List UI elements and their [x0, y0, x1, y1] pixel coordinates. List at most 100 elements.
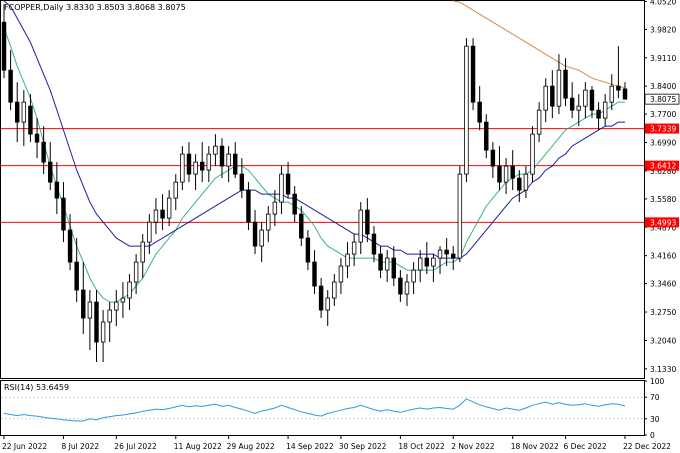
candle: [622, 82, 628, 100]
candle: [351, 234, 357, 267]
candle: [140, 234, 145, 279]
candle-body: [81, 289, 86, 319]
candle-body: [510, 165, 515, 179]
candle: [503, 158, 509, 195]
rsi-axis: 100 70 30 0: [644, 377, 665, 440]
current-price-box: [644, 93, 680, 105]
candle: [371, 226, 377, 263]
candle: [114, 290, 119, 327]
candle-body: [299, 213, 304, 239]
candle: [384, 250, 390, 283]
candle: [147, 214, 152, 255]
candle-body: [457, 173, 463, 259]
candle: [602, 94, 608, 127]
candle: [100, 310, 106, 363]
candle-body: [266, 213, 271, 231]
candle: [424, 242, 430, 275]
candle-body: [530, 133, 535, 175]
candle-body: [292, 193, 297, 215]
candle: [266, 206, 271, 243]
candle: [490, 142, 496, 179]
candle-body: [543, 85, 548, 111]
chart-title: FCOPPER,Daily 3.8330 3.8503 3.8068 3.807…: [4, 3, 186, 12]
candle: [398, 270, 403, 303]
candle: [312, 250, 317, 295]
candle-body: [219, 145, 225, 167]
candle: [153, 198, 159, 235]
candle: [444, 238, 449, 267]
candle: [517, 170, 522, 203]
candle-body: [596, 109, 601, 119]
candle-body: [153, 209, 159, 223]
level-label-box: [645, 217, 679, 228]
x-tick-label: 18 Nov 2022: [511, 442, 559, 451]
candle: [609, 74, 615, 111]
moving-average-line: [3, 28, 625, 303]
candle-body: [550, 85, 555, 107]
current-price-text: 3.8075: [650, 95, 676, 104]
candle: [530, 126, 535, 183]
candle-body: [384, 257, 390, 271]
candle: [431, 254, 436, 283]
candle: [365, 198, 370, 243]
x-tick-label: 11 Aug 2022: [174, 442, 222, 451]
candlesticks: [1, 4, 628, 363]
y-tick-label: 3.4160: [650, 252, 676, 261]
candle-body: [365, 209, 370, 235]
candle-body: [398, 277, 403, 295]
candle-body: [147, 221, 152, 243]
rsi-tick-label: 30: [650, 415, 660, 424]
candle: [391, 246, 396, 287]
y-tick-label: 3.7700: [650, 110, 676, 119]
x-tick-label: 22 Jun 2022: [2, 442, 47, 451]
moving-average-line: [453, 0, 626, 89]
rsi-line: [3, 398, 626, 422]
candle-body: [351, 241, 357, 255]
candle: [279, 166, 284, 215]
candle-body: [239, 173, 245, 191]
level-label-box: [645, 160, 679, 171]
candle: [74, 238, 79, 303]
candle: [404, 274, 410, 307]
candle: [292, 186, 297, 223]
candle: [252, 210, 258, 255]
candle: [48, 142, 53, 191]
price-axis: 4.0520 3.9820 3.9110 3.8400 3.7700 3.6990 3.62…: [644, 0, 676, 374]
level-label-text: 3.7339: [650, 125, 676, 134]
candle: [259, 222, 264, 263]
candle: [596, 102, 601, 131]
candle: [332, 274, 337, 307]
candle: [411, 262, 416, 295]
candle-body: [417, 257, 423, 271]
candle-body: [285, 173, 291, 195]
candle: [510, 150, 515, 191]
candle: [556, 54, 562, 115]
candle: [41, 126, 46, 175]
candle-body: [437, 249, 443, 259]
price-labels: 3.7339 3.6412 3.4993 3.8075: [644, 93, 680, 228]
candle: [484, 114, 489, 159]
candle-body: [180, 153, 185, 183]
y-tick-label: 3.9110: [650, 54, 676, 63]
candle: [318, 278, 324, 319]
rsi-tick-label: 0: [650, 431, 655, 440]
candle-body: [34, 133, 40, 143]
candle-body: [451, 253, 456, 259]
candle-body: [563, 69, 568, 99]
candle: [160, 194, 165, 231]
candle: [338, 258, 344, 295]
candle-body: [206, 153, 212, 171]
candle-body: [484, 121, 489, 151]
candle-body: [477, 101, 482, 123]
candle: [325, 290, 330, 327]
candle-body: [213, 145, 218, 155]
y-tick-label: 3.5580: [650, 195, 676, 204]
candle-body: [107, 309, 112, 323]
moving-average-line: [3, 0, 625, 259]
candle-body: [583, 89, 588, 107]
candle: [239, 158, 245, 199]
candle-body: [371, 233, 377, 255]
candle-body: [345, 253, 350, 267]
